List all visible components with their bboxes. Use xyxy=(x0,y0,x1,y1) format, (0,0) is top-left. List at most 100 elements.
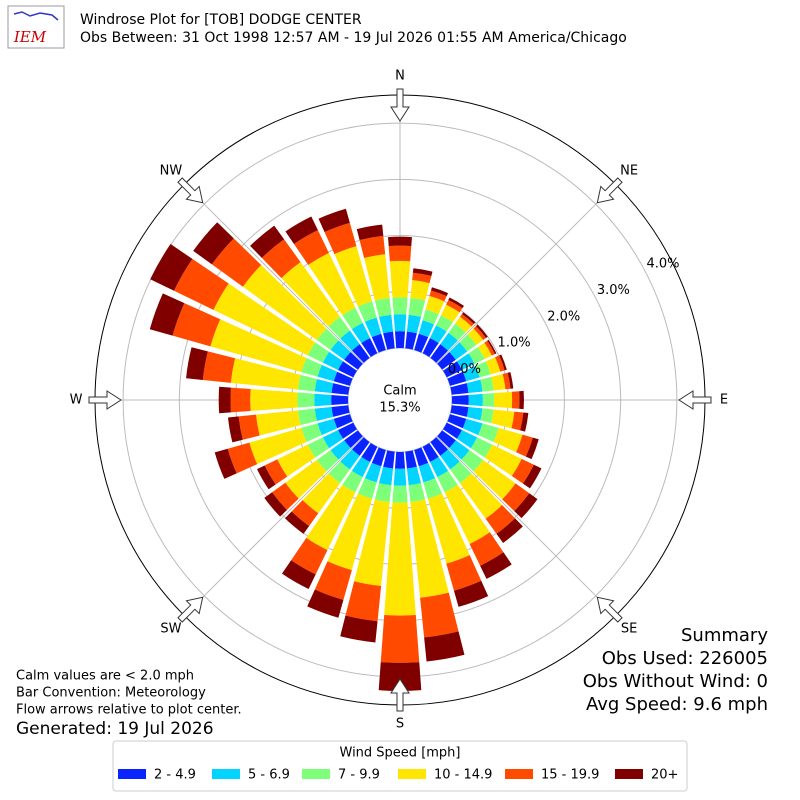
wind-bar xyxy=(359,235,386,259)
wind-bar xyxy=(511,391,520,409)
wind-bar xyxy=(450,461,472,484)
wind-bar xyxy=(297,392,315,408)
wind-bar xyxy=(459,334,477,352)
wind-bar xyxy=(482,393,495,407)
wind-bar xyxy=(443,361,463,378)
wind-bar xyxy=(424,631,465,662)
wind-bar xyxy=(327,493,373,571)
wind-bar xyxy=(331,405,350,417)
wind-bar xyxy=(351,344,370,363)
flow-arrow xyxy=(177,596,204,623)
wind-bar xyxy=(405,450,417,469)
wind-bar xyxy=(374,297,392,317)
wind-bar xyxy=(308,252,356,316)
legend-swatch xyxy=(118,769,146,779)
wind-bar xyxy=(297,408,317,426)
wind-bar xyxy=(462,418,483,436)
wind-bar xyxy=(250,389,298,411)
wind-bar xyxy=(193,222,234,265)
wind-bar xyxy=(314,378,334,394)
wind-bar xyxy=(322,429,344,449)
wind-bar xyxy=(378,662,422,691)
wind-bar xyxy=(394,331,406,349)
wind-bar xyxy=(301,357,322,377)
wind-bar xyxy=(364,462,382,483)
legend-label: 5 - 6.9 xyxy=(248,768,290,783)
wind-bar xyxy=(436,315,453,332)
wind-bar xyxy=(291,500,319,527)
direction-label: NE xyxy=(620,163,638,178)
legend-swatch xyxy=(615,769,643,779)
wind-bar xyxy=(285,460,327,499)
legend-swatch xyxy=(212,769,240,779)
wind-bar xyxy=(414,333,429,353)
wind-bar xyxy=(364,317,382,338)
wind-bar xyxy=(425,295,445,315)
wind-bar xyxy=(484,444,522,476)
wind-bar xyxy=(427,493,470,564)
wind-bar xyxy=(351,322,371,344)
wind-bar xyxy=(306,484,356,551)
wind-bar xyxy=(210,319,307,373)
wind-bar xyxy=(331,383,350,395)
wind-bar xyxy=(285,216,318,244)
wind-bar xyxy=(364,254,390,301)
wind-bar xyxy=(340,330,360,351)
wind-bar xyxy=(383,450,395,469)
wind-bar xyxy=(466,379,483,394)
wind-bar xyxy=(333,371,353,386)
wind-bar xyxy=(473,460,516,500)
direction-label: E xyxy=(720,393,728,408)
legend-label: 20+ xyxy=(651,768,678,783)
wind-bar xyxy=(420,592,459,638)
wind-bar xyxy=(491,409,515,429)
legend-label: 2 - 4.9 xyxy=(154,768,196,783)
r-tick-label: 3.0% xyxy=(597,283,630,298)
wind-bar xyxy=(228,416,243,443)
wind-bar xyxy=(496,518,523,543)
wind-bar xyxy=(460,314,474,327)
wind-bar xyxy=(384,502,416,616)
wind-bar xyxy=(473,326,486,340)
wind-bar xyxy=(502,483,530,512)
flow-arrow xyxy=(177,177,204,204)
wind-bar xyxy=(238,414,260,440)
wind-bar xyxy=(437,470,458,493)
wind-bar xyxy=(314,406,334,422)
wind-bar xyxy=(322,351,344,371)
wind-bar xyxy=(149,293,185,336)
wind-bar xyxy=(250,225,285,258)
wind-bar xyxy=(422,337,439,357)
legend-label: 7 - 9.9 xyxy=(338,768,380,783)
legend-swatch xyxy=(398,769,426,779)
wind-bar xyxy=(414,447,429,467)
wind-bar xyxy=(227,442,258,474)
wind-bar xyxy=(406,466,422,486)
wind-bar xyxy=(447,414,467,429)
wind-bar xyxy=(392,297,408,315)
wind-bar xyxy=(186,347,208,380)
wind-bar xyxy=(307,342,330,363)
wind-bar xyxy=(345,581,382,622)
wind-bar xyxy=(316,450,339,472)
wind-bar xyxy=(405,331,417,350)
wind-bar xyxy=(383,331,395,350)
wind-bar xyxy=(392,485,408,503)
wind-bar xyxy=(525,437,539,460)
calm-label: Calm xyxy=(383,384,416,399)
radial-grid-line xyxy=(436,183,617,364)
wind-bar xyxy=(317,418,338,436)
wind-bar xyxy=(202,351,236,383)
wind-bar xyxy=(371,447,386,467)
wind-bar xyxy=(317,364,338,382)
radial-grid-line xyxy=(183,436,364,617)
logo: IEM xyxy=(7,5,65,49)
wind-bar xyxy=(430,437,449,456)
wind-bar xyxy=(449,342,468,360)
wind-bar xyxy=(493,427,523,453)
wind-bar xyxy=(456,353,475,371)
wind-bar xyxy=(410,499,449,598)
logo-text: IEM xyxy=(13,28,47,46)
